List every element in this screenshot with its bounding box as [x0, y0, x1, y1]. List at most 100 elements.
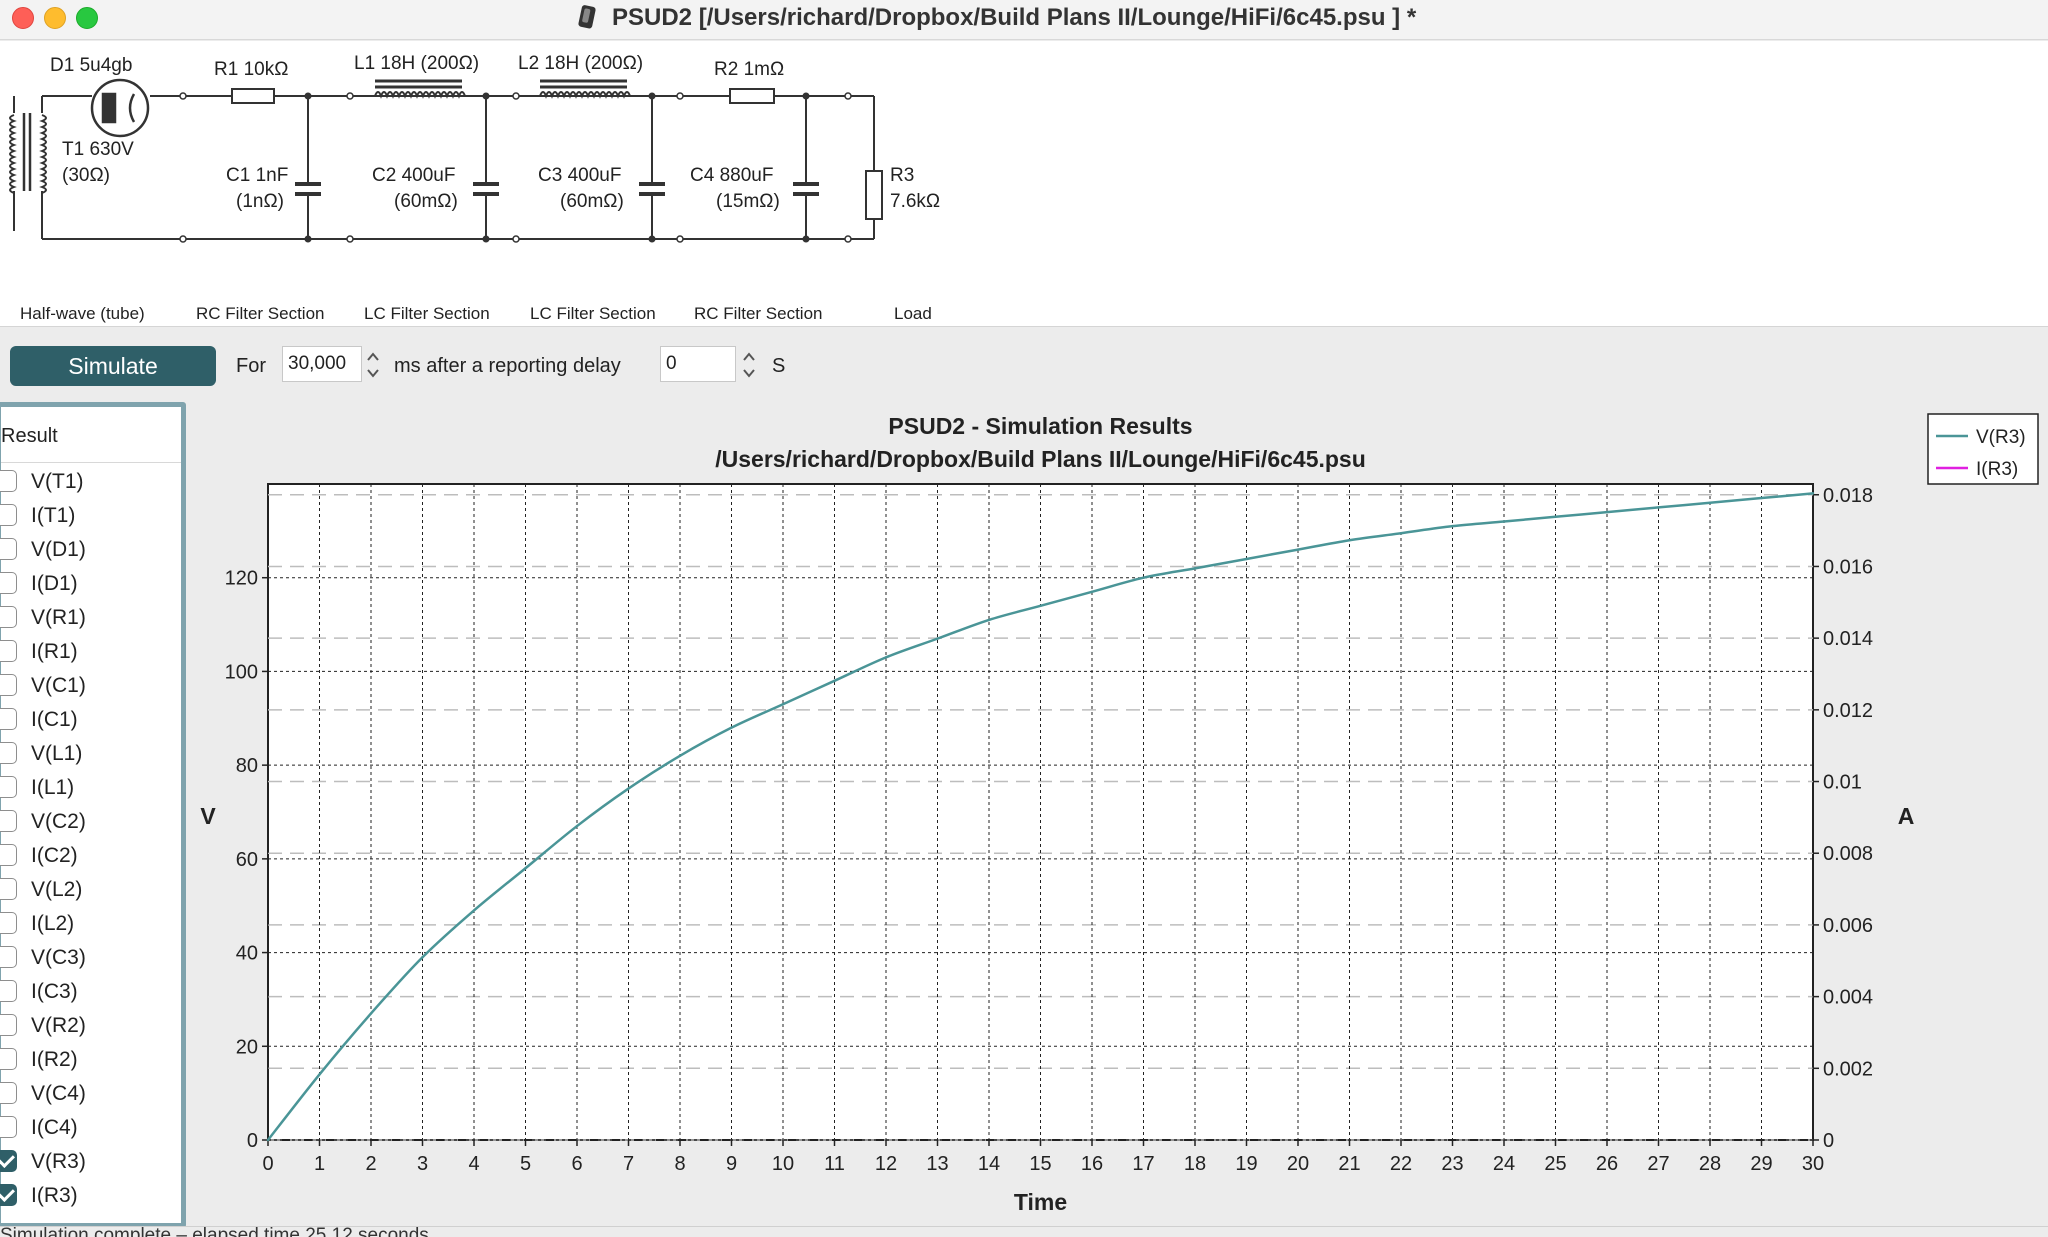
duration-input[interactable]: 30,000: [282, 346, 362, 382]
result-item-vl2[interactable]: V(L2): [0, 875, 181, 905]
result-checkbox[interactable]: [0, 1116, 17, 1138]
result-checkbox[interactable]: [0, 980, 17, 1002]
series-point: [575, 824, 579, 828]
result-checkbox[interactable]: [0, 844, 17, 866]
result-checkbox[interactable]: [0, 1184, 17, 1206]
x-tick-label: 0: [262, 1153, 273, 1175]
y2-tick-label: 0.014: [1823, 628, 1873, 650]
result-checkbox[interactable]: [0, 1048, 17, 1070]
y2-tick-label: 0.016: [1823, 556, 1873, 578]
zoom-window-button[interactable]: [76, 7, 98, 29]
result-item-ir3[interactable]: I(R3): [0, 1181, 181, 1211]
result-checkbox[interactable]: [0, 572, 17, 594]
result-item-ir2[interactable]: I(R2): [0, 1045, 181, 1075]
chart-subtitle: /Users/richard/Dropbox/Build Plans II/Lo…: [715, 446, 1366, 472]
series-point: [1193, 567, 1197, 570]
result-checkbox[interactable]: [0, 470, 17, 492]
app-icon: [578, 5, 596, 29]
series-point: [1348, 539, 1351, 542]
y-tick-label: 120: [225, 568, 258, 590]
result-item-vd1[interactable]: V(D1): [0, 535, 181, 565]
result-item-vt1[interactable]: V(T1): [0, 467, 181, 497]
result-item-ic4[interactable]: I(C4): [0, 1113, 181, 1143]
simulation-chart[interactable]: 0 1 2 3 4 5 6 7 8 9 10 11 12 13 14 15 16 17 18 19 20 21 22 23 24…: [188, 404, 2048, 1222]
status-text: Simulation complete – elapsed time 25.12…: [0, 1226, 429, 1237]
result-list-panel[interactable]: Result V(T1) I(T1) V(D1) I(D1) V(R1) I(R1) V(C…: [0, 402, 186, 1228]
result-item-il2[interactable]: I(L2): [0, 909, 181, 939]
result-checkbox[interactable]: [0, 504, 17, 526]
result-checkbox[interactable]: [0, 1150, 17, 1172]
duration-stepper[interactable]: [364, 346, 382, 384]
x-tick-label: 29: [1750, 1153, 1772, 1175]
x-tick-label: 21: [1338, 1153, 1360, 1175]
series-point: [1039, 604, 1042, 608]
simulate-button[interactable]: Simulate: [10, 346, 216, 386]
result-item-ic3[interactable]: I(C3): [0, 977, 181, 1007]
result-checkbox[interactable]: [0, 810, 17, 832]
result-checkbox[interactable]: [0, 912, 17, 934]
label-c2-esr: (60mΩ): [394, 191, 458, 212]
result-item-ic1[interactable]: I(C1): [0, 705, 181, 735]
status-bar: Simulation complete – elapsed time 25.12…: [0, 1226, 2048, 1237]
x-tick-label: 25: [1544, 1153, 1566, 1175]
result-checkbox[interactable]: [0, 1082, 17, 1104]
result-item-vr3[interactable]: V(R3): [0, 1147, 181, 1177]
series-point: [1760, 496, 1763, 500]
result-item-vc4[interactable]: V(C4): [0, 1079, 181, 1109]
result-checkbox[interactable]: [0, 878, 17, 900]
result-label: I(L1): [31, 776, 75, 799]
inductor-l1: [374, 79, 466, 99]
series-point: [1090, 590, 1094, 593]
result-checkbox[interactable]: [0, 708, 17, 730]
result-item-vl1[interactable]: V(L1): [0, 739, 181, 769]
result-checkbox[interactable]: [0, 776, 17, 798]
result-item-vc2[interactable]: V(C2): [0, 807, 181, 837]
result-label: I(L2): [31, 912, 75, 935]
series-point: [1245, 557, 1248, 561]
result-item-vr1[interactable]: V(R1): [0, 603, 181, 633]
result-item-it1[interactable]: I(T1): [0, 501, 181, 531]
result-checkbox[interactable]: [0, 606, 17, 628]
result-item-il1[interactable]: I(L1): [0, 773, 181, 803]
circuit-schematic[interactable]: D1 5u4gb T1 630V (30Ω) R1 10kΩ L1 18H (2…: [0, 41, 2048, 326]
result-checkbox[interactable]: [0, 674, 17, 696]
result-label: I(D1): [31, 572, 78, 595]
y2-tick-label: 0.012: [1823, 700, 1873, 722]
section-label-rc-filter-1: RC Filter Section: [196, 304, 324, 323]
series-point: [730, 726, 733, 729]
result-checkbox[interactable]: [0, 640, 17, 662]
label-r2: R2 1mΩ: [714, 59, 784, 80]
y-axis-label: V: [200, 803, 216, 829]
delay-stepper[interactable]: [740, 346, 758, 384]
series-point: [369, 1012, 373, 1015]
result-checkbox[interactable]: [0, 1014, 17, 1036]
result-item-vc1[interactable]: V(C1): [0, 671, 181, 701]
x-tick-label: 18: [1184, 1153, 1206, 1175]
x-tick-label: 8: [674, 1153, 685, 1175]
x-tick-label: 13: [926, 1153, 948, 1175]
result-item-vr2[interactable]: V(R2): [0, 1011, 181, 1041]
result-label: I(C1): [31, 708, 78, 731]
result-checkbox[interactable]: [0, 946, 17, 968]
result-item-id1[interactable]: I(D1): [0, 569, 181, 599]
result-label: I(T1): [31, 504, 76, 527]
result-item-ir1[interactable]: I(R1): [0, 637, 181, 667]
label-c1-esr: (1nΩ): [236, 191, 284, 212]
x-tick-label: 26: [1596, 1153, 1618, 1175]
result-divider: [1, 462, 181, 463]
series-point: [1554, 515, 1557, 518]
x-tick-label: 17: [1132, 1153, 1154, 1175]
result-checkbox[interactable]: [0, 742, 17, 764]
x-tick-label: 5: [520, 1153, 531, 1175]
close-window-button[interactable]: [12, 7, 34, 29]
result-label: V(R3): [31, 1150, 86, 1173]
seconds-label: S: [772, 355, 786, 377]
series-point: [421, 956, 424, 959]
label-l2: L2 18H (200Ω): [518, 53, 643, 74]
minimize-window-button[interactable]: [44, 7, 66, 29]
result-item-vc3[interactable]: V(C3): [0, 943, 181, 973]
result-checkbox[interactable]: [0, 538, 17, 560]
result-item-ic2[interactable]: I(C2): [0, 841, 181, 871]
series-point: [1502, 520, 1506, 523]
delay-input[interactable]: 0: [660, 346, 736, 382]
